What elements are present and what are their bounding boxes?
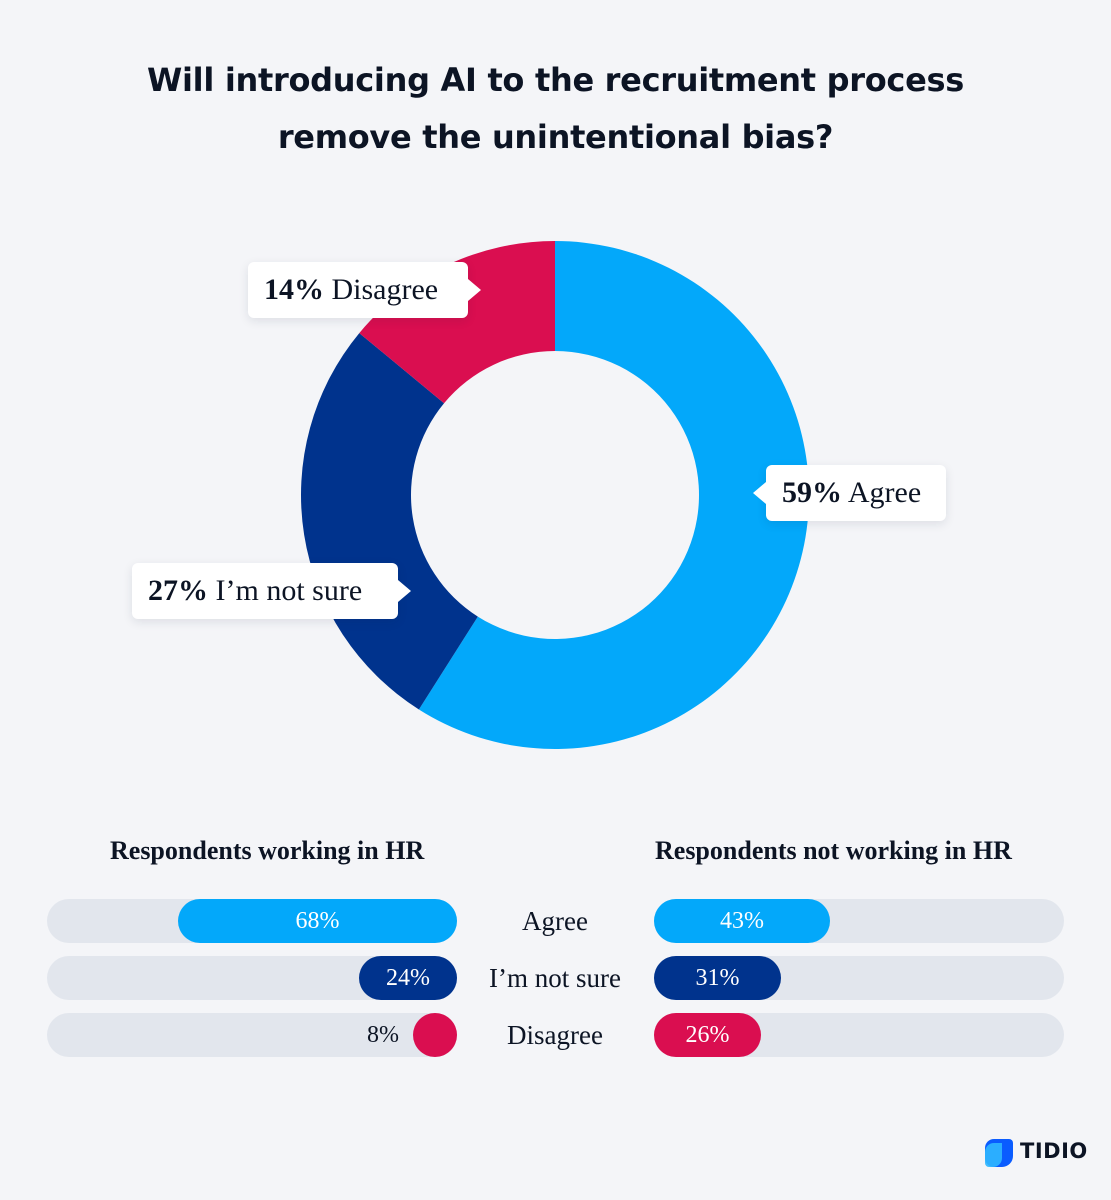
callout-not-sure-pct: 27% bbox=[148, 574, 208, 607]
non-hr-group-heading: Respondents not working in HR bbox=[655, 836, 1012, 865]
hr-group-heading: Respondents working in HR bbox=[110, 836, 425, 865]
category-label-disagree: Disagree bbox=[507, 1020, 603, 1050]
callout-disagree: 14% Disagree bbox=[248, 262, 481, 318]
hr-track-disagree: 8% bbox=[47, 1013, 457, 1057]
tidio-logo-icon bbox=[985, 1139, 1013, 1167]
non-hr-bar-disagree: 26% bbox=[654, 1013, 761, 1057]
hr-bar-disagree bbox=[413, 1013, 457, 1057]
callout-agree-label: Agree bbox=[847, 476, 922, 509]
hr-bar-not-sure: 24% bbox=[359, 956, 457, 1000]
chart-title-line-1: Will introducing AI to the recruitment p… bbox=[147, 61, 964, 99]
non-hr-track-not-sure: 31% bbox=[654, 956, 1064, 1000]
callout-disagree-label: Disagree bbox=[331, 273, 439, 306]
callout-not-sure-label: I’m not sure bbox=[215, 574, 363, 607]
donut-chart bbox=[301, 241, 810, 749]
hr-bar-label-disagree: 8% bbox=[367, 1022, 399, 1048]
category-label-agree: Agree bbox=[522, 906, 588, 936]
chart-title-line-2: remove the unintentional bias? bbox=[277, 118, 834, 156]
hr-track-not-sure: 24% bbox=[47, 956, 457, 1000]
callout-disagree-pct: 14% bbox=[264, 273, 324, 306]
chart-title: Will introducing AI to the recruitment p… bbox=[0, 52, 1111, 166]
non-hr-bar-agree: 43% bbox=[654, 899, 830, 943]
donut-slice-disagree bbox=[359, 241, 555, 404]
tidio-logo: TIDIO bbox=[982, 1136, 1087, 1172]
donut-slice-agree bbox=[418, 241, 810, 749]
hr-bar-agree: 68% bbox=[178, 899, 457, 943]
non-hr-track-agree: 43% bbox=[654, 899, 1064, 943]
brand-name: TIDIO bbox=[1020, 1139, 1088, 1163]
hr-track-agree: 68% bbox=[47, 899, 457, 943]
category-label-not-sure: I’m not sure bbox=[489, 963, 621, 993]
non-hr-track-disagree: 26% bbox=[654, 1013, 1064, 1057]
non-hr-bar-not-sure: 31% bbox=[654, 956, 781, 1000]
callout-agree-pct: 59% bbox=[782, 476, 842, 509]
callout-agree: 59% Agree bbox=[753, 465, 946, 521]
callout-not-sure: 27% I’m not sure bbox=[132, 563, 411, 619]
